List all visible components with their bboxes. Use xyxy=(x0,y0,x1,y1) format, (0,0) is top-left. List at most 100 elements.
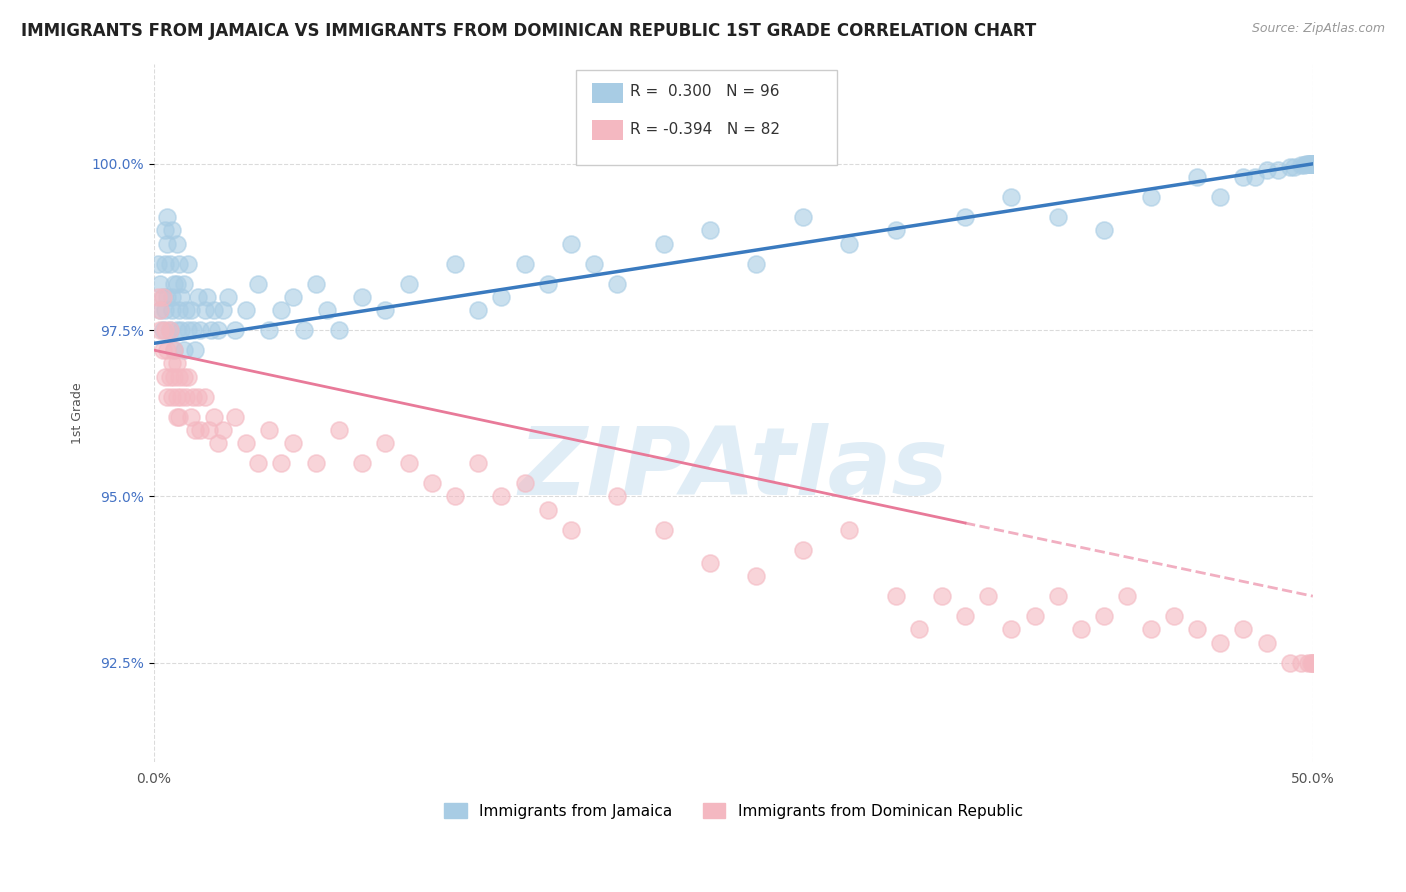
Point xyxy=(1299,157,1322,171)
Point xyxy=(606,489,628,503)
Point xyxy=(931,589,953,603)
Point xyxy=(1256,163,1278,178)
Point xyxy=(1296,656,1319,670)
Point xyxy=(398,277,420,291)
Point xyxy=(177,323,200,337)
Point xyxy=(1046,210,1069,224)
Point xyxy=(212,423,235,437)
Point xyxy=(907,623,929,637)
Point xyxy=(1302,656,1324,670)
Point xyxy=(953,609,976,624)
Point xyxy=(699,223,721,237)
Point xyxy=(699,556,721,570)
Point xyxy=(1070,623,1092,637)
Point xyxy=(513,476,536,491)
Point xyxy=(1291,158,1313,172)
Legend: Immigrants from Jamaica, Immigrants from Dominican Republic: Immigrants from Jamaica, Immigrants from… xyxy=(437,797,1029,824)
Point xyxy=(160,303,183,318)
Point xyxy=(170,290,193,304)
Point xyxy=(153,369,176,384)
Point xyxy=(652,523,675,537)
Point xyxy=(444,257,467,271)
Point xyxy=(1232,170,1254,185)
Point xyxy=(305,277,328,291)
Point xyxy=(281,290,304,304)
Point xyxy=(167,303,190,318)
Point xyxy=(184,423,207,437)
Text: IMMIGRANTS FROM JAMAICA VS IMMIGRANTS FROM DOMINICAN REPUBLIC 1ST GRADE CORRELAT: IMMIGRANTS FROM JAMAICA VS IMMIGRANTS FR… xyxy=(21,22,1036,40)
Point xyxy=(1185,623,1208,637)
Point xyxy=(156,210,179,224)
Point xyxy=(163,277,186,291)
Point xyxy=(1244,170,1267,185)
Point xyxy=(1092,609,1115,624)
Point xyxy=(1163,609,1185,624)
Point xyxy=(884,589,907,603)
Point xyxy=(187,390,209,404)
Point xyxy=(1296,157,1319,171)
Point xyxy=(163,343,186,357)
Point xyxy=(166,409,188,424)
Point xyxy=(1209,636,1232,650)
Point xyxy=(160,356,183,370)
Point xyxy=(207,323,229,337)
Point xyxy=(163,369,186,384)
Point xyxy=(149,303,172,318)
Point xyxy=(270,303,292,318)
Point xyxy=(1267,163,1289,178)
Point xyxy=(173,343,195,357)
Point xyxy=(202,409,225,424)
Point xyxy=(246,277,269,291)
Point xyxy=(1116,589,1139,603)
Point xyxy=(174,390,197,404)
Point xyxy=(212,303,235,318)
Point xyxy=(181,323,204,337)
Point xyxy=(156,290,179,304)
Point xyxy=(745,569,768,583)
Point xyxy=(153,257,176,271)
Point xyxy=(1298,157,1320,171)
Point xyxy=(1278,656,1301,670)
Point xyxy=(1092,223,1115,237)
Point xyxy=(166,356,188,370)
Point xyxy=(1301,157,1323,171)
Point xyxy=(1024,609,1046,624)
Point xyxy=(152,290,174,304)
Point xyxy=(398,456,420,470)
Point xyxy=(792,542,814,557)
Point xyxy=(156,236,179,251)
Point xyxy=(1278,160,1301,174)
Point xyxy=(281,436,304,450)
Point xyxy=(270,456,292,470)
Point xyxy=(328,323,350,337)
Point xyxy=(1302,157,1324,171)
Point xyxy=(420,476,443,491)
Point xyxy=(1256,636,1278,650)
Point xyxy=(259,423,281,437)
Point xyxy=(166,236,188,251)
Point xyxy=(146,257,169,271)
Point xyxy=(884,223,907,237)
Point xyxy=(352,290,374,304)
Point xyxy=(1302,656,1324,670)
Point xyxy=(328,423,350,437)
Point xyxy=(537,502,560,516)
Point xyxy=(153,323,176,337)
Point xyxy=(160,223,183,237)
Point xyxy=(235,303,257,318)
Point xyxy=(167,409,190,424)
Text: R =  0.300   N = 96: R = 0.300 N = 96 xyxy=(630,85,779,99)
Text: R = -0.394   N = 82: R = -0.394 N = 82 xyxy=(630,122,780,136)
Point xyxy=(977,589,1000,603)
Point xyxy=(180,409,202,424)
Point xyxy=(166,323,188,337)
Point xyxy=(153,303,176,318)
Point xyxy=(792,210,814,224)
Point xyxy=(374,303,396,318)
Point xyxy=(1284,160,1306,174)
Point xyxy=(513,257,536,271)
Point xyxy=(352,456,374,470)
Point xyxy=(491,290,513,304)
Point xyxy=(198,423,221,437)
Point xyxy=(259,323,281,337)
